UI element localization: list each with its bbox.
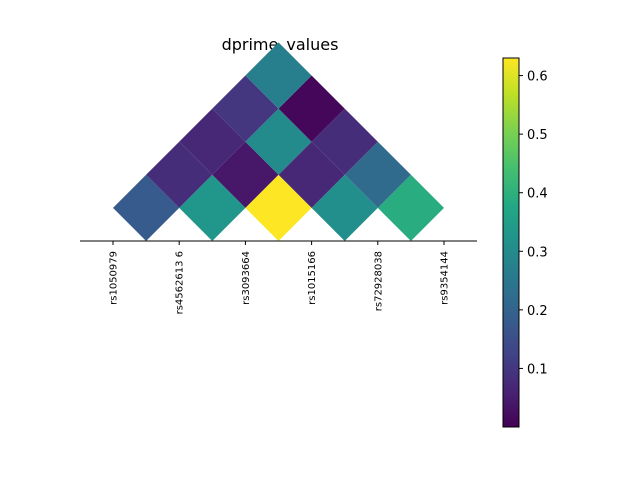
heatmap-cell bbox=[311, 108, 378, 175]
heatmap-cell bbox=[311, 174, 378, 241]
colorbar-tick-label: 0.4 bbox=[527, 187, 548, 202]
heatmap-cell bbox=[245, 108, 312, 175]
colorbar-tick-label: 0.2 bbox=[527, 304, 548, 319]
colorbar-tick-label: 0.1 bbox=[527, 362, 548, 377]
heatmap-cell bbox=[113, 174, 180, 241]
x-axis-ticks: rs1050979 rs4562613 6 rs3093664 rs1015166 rs… bbox=[109, 241, 451, 314]
x-tick-label: rs1050979 bbox=[109, 251, 120, 305]
colorbar-gradient bbox=[502, 57, 520, 428]
colorbar: 0.1 0.2 0.3 0.4 0.5 0.6 bbox=[502, 57, 548, 428]
x-tick-label: rs72928038 bbox=[373, 251, 384, 311]
heatmap-cell bbox=[278, 141, 345, 208]
colorbar-tick-label: 0.5 bbox=[527, 128, 548, 143]
heatmap-cell bbox=[212, 75, 279, 142]
heatmap-cell bbox=[377, 174, 444, 241]
x-tick-label: rs9354144 bbox=[440, 251, 451, 305]
heatmap-cell bbox=[179, 108, 246, 175]
heatmap-cell bbox=[212, 141, 279, 208]
heatmap-cell bbox=[245, 174, 312, 241]
heatmap-cell bbox=[245, 42, 312, 109]
heatmap-cell bbox=[179, 174, 246, 241]
x-tick-label: rs1015166 bbox=[307, 251, 318, 305]
x-tick-label: rs3093664 bbox=[241, 251, 252, 305]
colorbar-tick-label: 0.3 bbox=[527, 245, 548, 260]
heatmap-cells bbox=[113, 42, 444, 241]
heatmap-cell bbox=[278, 75, 345, 142]
colorbar-tick-label: 0.6 bbox=[527, 70, 548, 85]
colorbar-ticks: 0.1 0.2 0.3 0.4 0.5 0.6 bbox=[519, 70, 548, 377]
x-tick-label: rs4562613 6 bbox=[175, 251, 186, 314]
